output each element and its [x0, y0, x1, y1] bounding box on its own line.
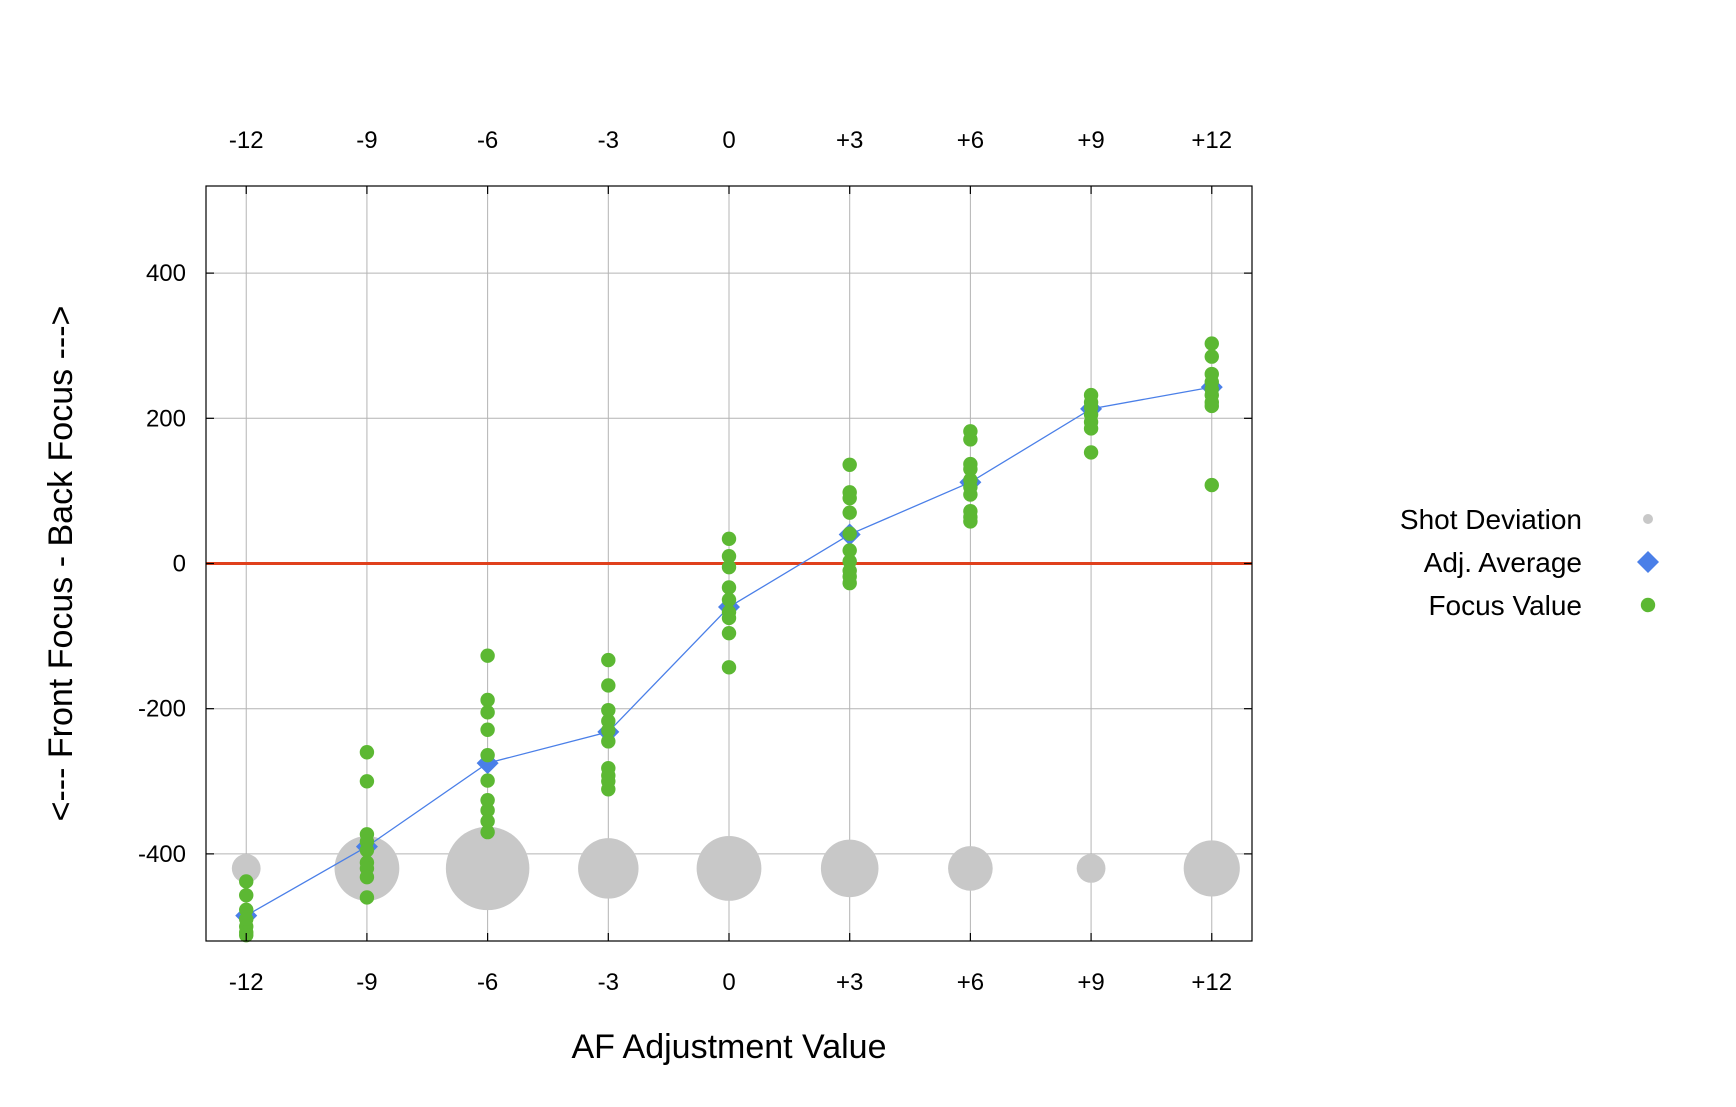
x-tick-label-bottom-0: -12	[229, 969, 264, 996]
focus-value-point-48	[842, 505, 857, 520]
focus-value-point-39	[721, 580, 737, 595]
focus-value-point-72	[1204, 336, 1219, 351]
focus-value-point-20	[480, 747, 495, 763]
focus-value-point-50	[842, 543, 857, 558]
focus-value-point-40	[721, 592, 737, 607]
legend-swatch-shot-deviation	[1643, 514, 1653, 524]
focus-value-point-49	[842, 526, 857, 541]
x-tick-label-top-0: -12	[229, 127, 264, 154]
y-tick-label-0: -400	[138, 841, 186, 868]
focus-value-point-1	[239, 888, 254, 903]
focus-value-point-43	[721, 625, 737, 641]
y-tick-label-3: 200	[146, 405, 186, 432]
x-tick-label-bottom-7: +9	[1077, 969, 1104, 996]
x-tick-label-bottom-5: +3	[836, 969, 863, 996]
y-tick-label-4: 400	[146, 260, 186, 287]
shot-deviation-bubble-7	[1076, 854, 1106, 883]
y-tick-label-2: 0	[173, 551, 186, 578]
shot-deviation-bubble-4	[696, 836, 762, 901]
shot-deviation-bubble-8	[1183, 840, 1240, 897]
focus-value-series	[239, 336, 1219, 943]
legend-label-1: Adj. Average	[1424, 547, 1582, 578]
focus-value-point-36	[721, 531, 737, 547]
focus-value-point-11	[359, 843, 375, 858]
focus-value-point-0	[239, 874, 254, 889]
x-tick-label-top-7: +9	[1077, 127, 1104, 154]
focus-value-point-8	[359, 774, 375, 789]
x-tick-label-top-2: -6	[477, 127, 498, 154]
focus-value-point-24	[480, 814, 495, 829]
focus-value-point-16	[480, 648, 495, 663]
focus-value-point-44	[721, 660, 737, 675]
shot-deviation-bubble-3	[578, 838, 639, 899]
shot-deviation-bubble-2	[445, 826, 530, 911]
shot-deviation-bubble-5	[820, 839, 879, 898]
focus-value-point-37	[721, 549, 737, 564]
focus-value-point-71	[1083, 445, 1099, 460]
legend-label-0: Shot Deviation	[1400, 504, 1582, 535]
focus-value-point-64	[963, 514, 978, 529]
focus-value-point-61	[963, 487, 978, 502]
focus-value-point-21	[480, 773, 495, 788]
focus-value-point-28	[601, 702, 616, 718]
shot-deviation-series	[231, 826, 1240, 911]
x-tick-label-top-5: +3	[836, 127, 863, 154]
x-tick-label-top-8: +12	[1191, 127, 1232, 154]
x-tick-label-top-1: -9	[356, 127, 377, 154]
focus-value-point-54	[842, 575, 857, 591]
x-tick-label-top-4: 0	[722, 127, 735, 154]
focus-value-point-31	[601, 734, 616, 749]
y-axis-labels: -400 -200 0 200 400	[138, 260, 186, 868]
focus-value-point-23	[480, 803, 495, 818]
focus-value-point-56	[963, 432, 978, 447]
focus-value-point-27	[601, 678, 616, 693]
shot-deviation-bubble-6	[948, 846, 993, 891]
legend-label-2: Focus Value	[1428, 590, 1582, 621]
x-tick-label-bottom-3: -3	[598, 969, 619, 996]
focus-value-point-15	[359, 890, 375, 905]
axis-ticks	[206, 186, 1252, 941]
focus-value-point-80	[1204, 477, 1219, 493]
focus-value-point-42	[721, 610, 737, 626]
focus-value-point-35	[601, 782, 616, 797]
focus-value-point-17	[480, 692, 495, 708]
focus-value-point-58	[963, 461, 978, 477]
x-tick-label-bottom-1: -9	[356, 969, 377, 996]
focus-value-point-26	[601, 652, 616, 668]
x-axis-title: AF Adjustment Value	[572, 1028, 887, 1066]
focus-value-point-38	[721, 559, 737, 575]
focus-value-point-47	[842, 490, 857, 506]
x-tick-label-bottom-8: +12	[1191, 969, 1232, 996]
shot-deviation-bubble-0	[231, 854, 261, 883]
focus-value-point-73	[1204, 349, 1219, 364]
focus-value-point-45	[842, 457, 857, 472]
x-tick-label-bottom-4: 0	[722, 969, 735, 996]
legend-swatch-focus-value	[1640, 597, 1656, 613]
focus-value-point-22	[480, 792, 495, 808]
x-axis-top-labels: -12 -9 -6 -3 0 +3 +6 +9 +12	[229, 127, 1232, 154]
x-tick-label-top-3: -3	[598, 127, 619, 154]
focus-value-point-70	[1083, 421, 1099, 436]
y-axis-title: <--- Front Focus - Back Focus --->	[42, 306, 80, 822]
x-tick-label-bottom-6: +6	[957, 969, 984, 996]
focus-value-point-7	[359, 745, 375, 760]
x-tick-label-top-6: +6	[957, 127, 984, 154]
focus-value-point-14	[359, 869, 375, 885]
focus-value-point-25	[480, 824, 495, 840]
focus-value-point-18	[480, 705, 495, 720]
legend: Shot Deviation Adj. Average Focus Value	[1400, 504, 1659, 621]
x-axis-bottom-labels: -12 -9 -6 -3 0 +3 +6 +9 +12	[229, 969, 1232, 996]
y-tick-label-1: -200	[138, 696, 186, 723]
x-tick-label-bottom-2: -6	[477, 969, 498, 996]
focus-value-point-30	[601, 723, 616, 738]
focus-value-point-79	[1204, 398, 1219, 414]
legend-swatch-adj-average	[1637, 551, 1659, 573]
focus-value-point-19	[480, 722, 495, 737]
